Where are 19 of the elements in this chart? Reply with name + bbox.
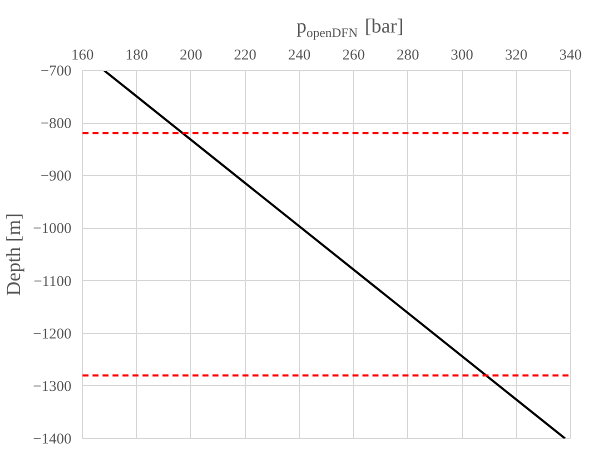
x-tick-label: 260 xyxy=(342,48,365,64)
x-tick-label: 220 xyxy=(234,48,256,64)
x-tick-label: 180 xyxy=(125,48,148,64)
y-tick-label: −1300 xyxy=(33,378,72,395)
x-tick-label: 340 xyxy=(559,48,582,64)
x-tick-label: 160 xyxy=(71,48,94,64)
x-tick-label: 320 xyxy=(505,48,528,64)
y-tick-label: −900 xyxy=(40,168,72,185)
y-tick-label: −1400 xyxy=(33,432,72,448)
x-tick-label: 300 xyxy=(450,48,474,64)
y-tick-label: −1200 xyxy=(33,326,72,342)
y-tick-label: −800 xyxy=(40,116,72,132)
y-axis-title: Depth [m] xyxy=(3,213,26,296)
x-tick-label: 240 xyxy=(288,48,311,64)
y-tick-label: −1100 xyxy=(34,274,72,290)
y-tick-label: −700 xyxy=(40,64,72,80)
x-tick-label: 280 xyxy=(396,48,420,64)
x-tick-label: 200 xyxy=(180,48,202,64)
y-tick-label: −1000 xyxy=(33,221,72,238)
